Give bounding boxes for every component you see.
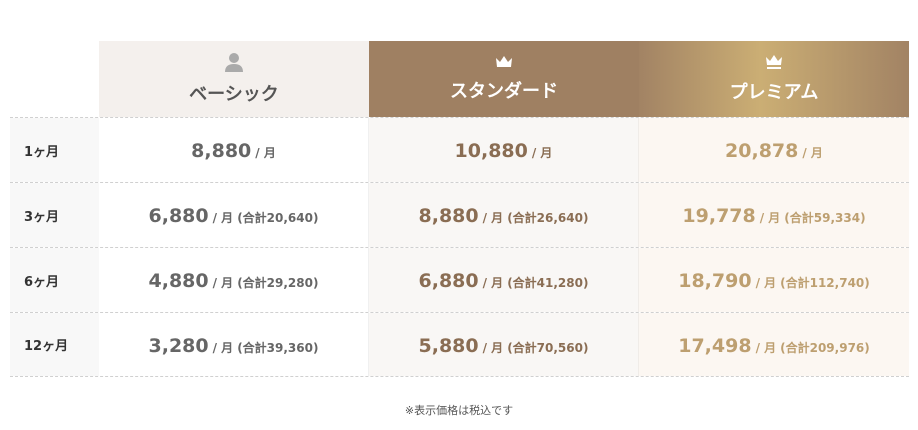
price-total: (合計20,640) xyxy=(237,211,319,225)
price-cell: 10,880/ 月 xyxy=(369,118,639,182)
price-cell: 17,498/ 月 (合計209,976) xyxy=(639,313,909,376)
price-unit: / 月 xyxy=(755,341,777,355)
price-unit: / 月 xyxy=(482,211,504,225)
price-total: (合計59,334) xyxy=(784,211,866,225)
crown-icon xyxy=(766,55,782,69)
price-unit: / 月 xyxy=(212,211,234,225)
tax-note: ※表示価格は税込です xyxy=(404,404,514,417)
price-total: (合計26,640) xyxy=(507,211,589,225)
price-total: (合計209,976) xyxy=(780,341,870,355)
price-total: (合計70,560) xyxy=(507,341,589,355)
plan-header-premium: プレミアム xyxy=(639,41,909,117)
price-cell: 3,280/ 月 (合計39,360) xyxy=(99,313,369,376)
plan-header-standard: スタンダード xyxy=(369,41,639,117)
price-value: 5,880 xyxy=(418,335,479,357)
table-row: 3ヶ月 6,880/ 月 (合計20,640) 8,880/ 月 (合計26,640) 1… xyxy=(10,182,909,247)
price-value: 6,880 xyxy=(148,205,209,227)
price-cell: 8,880/ 月 xyxy=(99,118,369,182)
plan-header-basic: ベーシック xyxy=(99,41,369,117)
price-value: 6,880 xyxy=(418,270,479,292)
duration-label: 1ヶ月 xyxy=(10,118,99,182)
plan-name: ベーシック xyxy=(189,84,279,105)
price-unit: / 月 xyxy=(212,276,234,290)
price-cell: 8,880/ 月 (合計26,640) xyxy=(369,183,639,247)
price-value: 17,498 xyxy=(678,335,752,357)
table-row: 1ヶ月 8,880/ 月 10,880/ 月 20,878/ 月 xyxy=(10,117,909,182)
crown-icon xyxy=(496,56,512,67)
price-cell: 6,880/ 月 (合計41,280) xyxy=(369,248,639,312)
price-value: 10,880 xyxy=(454,140,528,162)
price-value: 4,880 xyxy=(148,270,209,292)
price-unit: / 月 xyxy=(755,276,777,290)
price-cell: 5,880/ 月 (合計70,560) xyxy=(369,313,639,376)
table-row: 12ヶ月 3,280/ 月 (合計39,360) 5,880/ 月 (合計70,560)… xyxy=(10,312,909,377)
price-unit: / 月 xyxy=(802,146,823,160)
plan-name: プレミアム xyxy=(729,82,819,103)
price-value: 18,790 xyxy=(678,270,752,292)
price-cell: 20,878/ 月 xyxy=(639,118,909,182)
header-corner xyxy=(10,41,99,117)
price-cell: 18,790/ 月 (合計112,740) xyxy=(639,248,909,312)
price-value: 8,880 xyxy=(418,205,479,227)
price-value: 20,878 xyxy=(725,140,799,162)
price-value: 3,280 xyxy=(148,335,209,357)
price-unit: / 月 xyxy=(531,146,553,160)
duration-label: 3ヶ月 xyxy=(10,183,99,247)
price-total: (合計39,360) xyxy=(237,341,319,355)
user-icon xyxy=(225,53,243,72)
price-total: (合計41,280) xyxy=(507,276,589,290)
price-total: (合計112,740) xyxy=(780,276,870,290)
plan-name: スタンダード xyxy=(450,81,558,102)
duration-label: 12ヶ月 xyxy=(10,313,99,376)
price-cell: 19,778/ 月 (合計59,334) xyxy=(639,183,909,247)
price-total: (合計29,280) xyxy=(237,276,319,290)
price-unit: / 月 xyxy=(482,341,504,355)
plan-header-row: ベーシック スタンダード プレミアム xyxy=(10,41,909,117)
price-unit: / 月 xyxy=(212,341,234,355)
price-unit: / 月 xyxy=(255,146,276,160)
price-unit: / 月 xyxy=(482,276,504,290)
price-unit: / 月 xyxy=(759,211,781,225)
price-value: 8,880 xyxy=(191,140,252,162)
price-cell: 6,880/ 月 (合計20,640) xyxy=(99,183,369,247)
price-cell: 4,880/ 月 (合計29,280) xyxy=(99,248,369,312)
price-value: 19,778 xyxy=(682,205,756,227)
duration-label: 6ヶ月 xyxy=(10,248,99,312)
table-row: 6ヶ月 4,880/ 月 (合計29,280) 6,880/ 月 (合計41,280) 1… xyxy=(10,247,909,312)
